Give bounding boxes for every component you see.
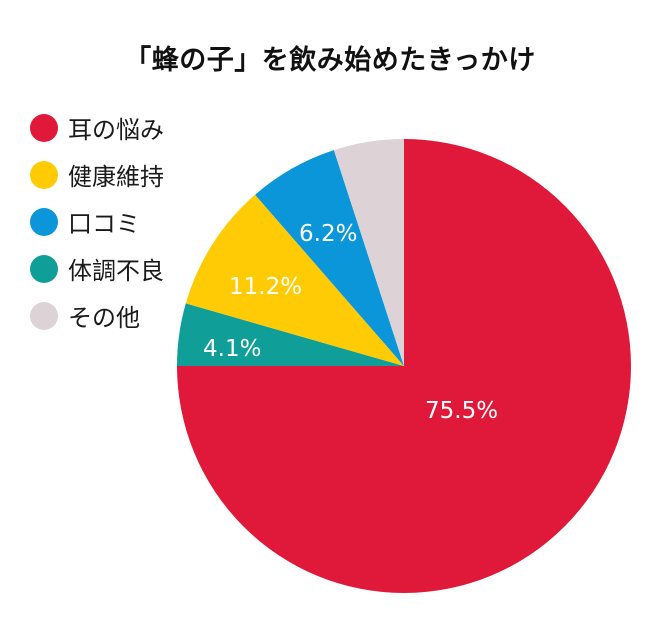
- legend-item-word-of-mouth: 口コミ: [30, 198, 164, 245]
- slice-other: [333, 139, 404, 366]
- legend-label: 体調不良: [68, 257, 164, 285]
- slice-word-of-mouth: [255, 150, 404, 366]
- legend-swatch-icon: [30, 254, 58, 283]
- legend-label: 耳の悩み: [68, 116, 164, 144]
- legend-swatch-icon: [30, 301, 58, 330]
- legend-item-other: その他: [30, 292, 164, 339]
- legend-item-health: 健康維持: [30, 151, 164, 198]
- legend-label: 口コミ: [68, 210, 140, 238]
- legend-swatch-icon: [30, 160, 58, 189]
- legend: 耳の悩み 健康維持 口コミ 体調不良 その他: [30, 104, 164, 339]
- legend-item-ear: 耳の悩み: [30, 104, 164, 151]
- slice-label-ear: 75.5%: [425, 398, 498, 424]
- legend-label: 健康維持: [68, 163, 164, 191]
- slice-label-health: 11.2%: [229, 274, 302, 300]
- legend-swatch-icon: [30, 207, 58, 236]
- legend-label: その他: [68, 304, 140, 332]
- slice-health: [185, 194, 404, 366]
- slice-poor-health: [177, 303, 404, 366]
- slice-label-poor-health: 4.1%: [203, 336, 261, 362]
- legend-item-poor-health: 体調不良: [30, 245, 164, 292]
- legend-swatch-icon: [30, 113, 58, 142]
- slice-label-word-of-mouth: 6.2%: [299, 221, 357, 247]
- chart-title: 「蜂の子」を飲み始めたきっかけ: [124, 45, 536, 76]
